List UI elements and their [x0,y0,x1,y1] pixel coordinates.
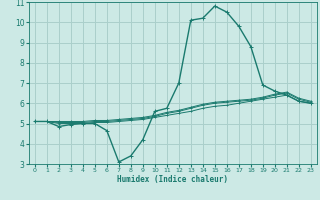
X-axis label: Humidex (Indice chaleur): Humidex (Indice chaleur) [117,175,228,184]
